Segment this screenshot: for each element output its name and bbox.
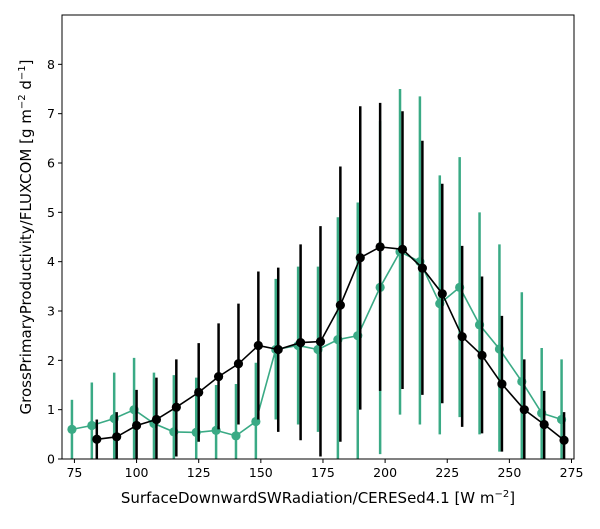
series-0 — [67, 89, 567, 459]
x-tick-label-225: 225 — [435, 465, 459, 480]
y-axis-label-main: GrossPrimaryProductivity/FLUXCOM [g m — [17, 109, 35, 414]
data-point-1-9 — [273, 344, 283, 355]
data-point-1-17 — [437, 289, 447, 299]
plot-frame — [61, 14, 575, 460]
x-tick-label-125: 125 — [187, 465, 211, 480]
data-point-1-14 — [375, 242, 385, 252]
ticks-layer: 75 100 125 150 175 200 225 250 275 0 1 2 3 4 5 6 7 8 — [47, 57, 583, 480]
x-tick-label-75: 75 — [66, 465, 82, 480]
y-tick-label-6: 6 — [47, 156, 55, 171]
y-tick-label-3: 3 — [47, 304, 55, 319]
x-axis-label-sup: −2 — [495, 489, 510, 500]
x-tick-label-150: 150 — [249, 465, 273, 480]
data-point-0-8 — [231, 431, 241, 441]
y-axis-label-sup2: −1 — [17, 65, 28, 80]
x-tick-label-200: 200 — [373, 465, 397, 480]
y-tick-label-8: 8 — [47, 57, 55, 72]
y-axis-label: GrossPrimaryProductivity/FLUXCOM [g m−2 … — [17, 59, 35, 414]
x-axis-label-close: ] — [509, 489, 515, 507]
x-tick-label-175: 175 — [311, 465, 335, 480]
series-1 — [92, 102, 569, 459]
data-point-1-5 — [194, 387, 204, 397]
data-point-1-18 — [457, 332, 467, 342]
data-point-1-6 — [213, 372, 224, 382]
data-point-1-22 — [539, 419, 549, 430]
y-tick-label-4: 4 — [47, 254, 55, 269]
data-point-1-23 — [559, 435, 569, 445]
x-tick-label-275: 275 — [560, 465, 584, 480]
x-axis-label: SurfaceDownwardSWRadiation/CERESed4.1 [W… — [121, 489, 515, 507]
y-axis-label-mid: d — [17, 80, 35, 94]
y-tick-label-1: 1 — [47, 402, 55, 417]
y-tick-label-5: 5 — [47, 205, 55, 220]
data-point-1-20 — [497, 379, 507, 389]
data-point-1-8 — [253, 340, 263, 351]
data-point-1-13 — [355, 253, 365, 263]
data-point-1-0 — [92, 434, 102, 444]
data-point-1-4 — [171, 402, 181, 412]
data-point-1-19 — [477, 350, 487, 360]
data-point-1-1 — [112, 432, 122, 442]
data-point-1-12 — [335, 300, 345, 310]
x-tick-label-250: 250 — [497, 465, 521, 480]
data-point-1-21 — [519, 405, 529, 415]
y-tick-label-7: 7 — [47, 106, 55, 121]
data-point-1-15 — [397, 244, 408, 254]
data-point-1-2 — [131, 420, 142, 431]
series-layer — [67, 89, 569, 459]
data-point-1-7 — [233, 359, 244, 369]
y-tick-label-0: 0 — [47, 452, 55, 467]
y-tick-label-2: 2 — [47, 353, 55, 368]
data-point-0-1 — [87, 420, 97, 431]
x-tick-label-100: 100 — [125, 465, 149, 480]
data-point-0-0 — [67, 424, 77, 434]
x-axis-label-main: SurfaceDownwardSWRadiation/CERESed4.1 [W… — [121, 489, 495, 507]
data-point-1-10 — [296, 337, 306, 348]
y-axis-label-close: ] — [17, 59, 35, 65]
data-point-1-11 — [315, 336, 326, 347]
data-point-1-3 — [151, 414, 162, 425]
data-point-1-16 — [417, 263, 427, 273]
y-axis-label-sup1: −2 — [17, 94, 28, 109]
